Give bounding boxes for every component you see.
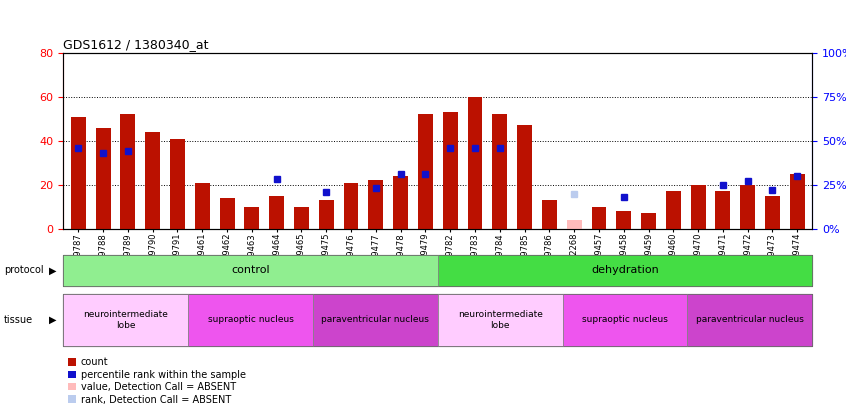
Bar bbox=[343, 183, 359, 229]
Text: neurointermediate
lobe: neurointermediate lobe bbox=[458, 310, 542, 330]
Bar bbox=[63, 294, 188, 346]
Bar bbox=[313, 294, 437, 346]
Bar bbox=[492, 114, 508, 229]
Bar bbox=[616, 211, 631, 229]
Bar bbox=[418, 114, 433, 229]
Bar bbox=[591, 207, 607, 229]
Bar bbox=[195, 183, 210, 229]
Bar bbox=[71, 117, 85, 229]
Text: supraoptic nucleus: supraoptic nucleus bbox=[207, 315, 294, 324]
Bar bbox=[220, 198, 234, 229]
Bar bbox=[437, 294, 563, 346]
Bar bbox=[517, 125, 532, 229]
Bar bbox=[393, 176, 408, 229]
Bar bbox=[716, 192, 730, 229]
Text: ▶: ▶ bbox=[49, 315, 56, 325]
Bar bbox=[690, 185, 706, 229]
Text: supraoptic nucleus: supraoptic nucleus bbox=[582, 315, 668, 324]
Text: tissue: tissue bbox=[4, 315, 33, 325]
Bar bbox=[96, 128, 111, 229]
Bar bbox=[567, 220, 581, 229]
Bar bbox=[368, 180, 383, 229]
Bar bbox=[442, 112, 458, 229]
Bar bbox=[765, 196, 780, 229]
Bar bbox=[542, 200, 557, 229]
Bar bbox=[468, 97, 482, 229]
Text: neurointermediate
lobe: neurointermediate lobe bbox=[84, 310, 168, 330]
Bar bbox=[170, 139, 185, 229]
Bar bbox=[319, 200, 333, 229]
Text: protocol: protocol bbox=[4, 265, 44, 275]
Bar bbox=[188, 294, 313, 346]
Bar bbox=[666, 192, 681, 229]
Text: paraventricular nucleus: paraventricular nucleus bbox=[321, 315, 430, 324]
Bar bbox=[244, 207, 260, 229]
Text: dehydration: dehydration bbox=[591, 265, 659, 275]
Bar bbox=[120, 114, 135, 229]
Bar bbox=[63, 255, 437, 286]
Bar bbox=[790, 174, 805, 229]
Bar bbox=[269, 196, 284, 229]
Bar bbox=[740, 185, 755, 229]
Legend: count, percentile rank within the sample, value, Detection Call = ABSENT, rank, : count, percentile rank within the sample… bbox=[69, 357, 246, 405]
Bar bbox=[641, 213, 656, 229]
Text: control: control bbox=[231, 265, 270, 275]
Bar bbox=[146, 132, 160, 229]
Bar bbox=[294, 207, 309, 229]
Text: GDS1612 / 1380340_at: GDS1612 / 1380340_at bbox=[63, 38, 209, 51]
Bar bbox=[437, 255, 812, 286]
Text: ▶: ▶ bbox=[49, 265, 56, 275]
Text: paraventricular nucleus: paraventricular nucleus bbox=[695, 315, 804, 324]
Bar bbox=[563, 294, 687, 346]
Bar bbox=[687, 294, 812, 346]
